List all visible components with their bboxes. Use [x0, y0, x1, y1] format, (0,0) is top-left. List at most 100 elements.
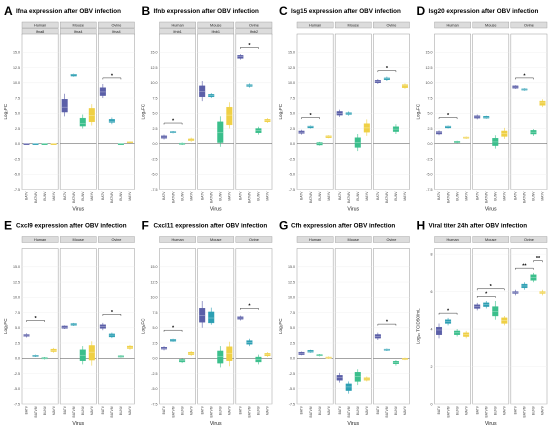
x-tick-label: MAYV [52, 405, 56, 415]
x-tick-label: MAYV [464, 405, 468, 415]
facet-frame [159, 248, 196, 405]
y-tick-label: 12.5 [151, 280, 158, 284]
box-mayv [226, 106, 233, 126]
x-tick-label: BUNV [180, 405, 184, 415]
y-tick-label: 0.0 [153, 142, 158, 146]
y-tick-label: -2.5 [151, 372, 157, 376]
significance-label: * [386, 320, 389, 326]
x-tick-label: BUNV [356, 191, 360, 201]
panel-title: Cfh expression after OBV infection [291, 223, 395, 230]
box-batvfv [208, 311, 215, 324]
significance-bracket [515, 77, 534, 80]
x-tick-label: BUNV [532, 405, 536, 415]
x-tick-label: BATV [514, 405, 518, 414]
panel-title: Ifnb expression after OBV infection [154, 8, 259, 15]
y-tick-label: 12.5 [288, 66, 295, 70]
y-axis-label: Log₂FC [141, 103, 146, 119]
y-tick-label: -2.5 [289, 372, 295, 376]
y-tick-label: 10.0 [13, 296, 20, 300]
box-mayv [88, 108, 95, 123]
x-tick-label: BATV [376, 191, 380, 200]
x-tick-label: BATV [25, 405, 29, 414]
box-bunv [41, 143, 48, 145]
y-tick-label: 12.5 [426, 66, 433, 70]
box-bunv [117, 143, 124, 145]
y-tick-label: 15.0 [151, 51, 158, 55]
box-batvfv [108, 119, 115, 123]
facet-strip [434, 236, 471, 243]
y-tick-label: 2.5 [290, 127, 295, 131]
box-mayv [50, 143, 57, 145]
facet-frame [235, 248, 273, 405]
facet-strip [373, 21, 410, 29]
x-tick-label: MAYV [90, 405, 94, 415]
y-tick-label: 5.0 [428, 112, 433, 116]
facet-strip [373, 236, 410, 243]
x-tick-label: BUNV [218, 191, 222, 201]
y-tick-label: 7.5 [153, 96, 158, 100]
facet-frame [21, 248, 59, 405]
significance-bracket [240, 47, 259, 49]
box-mayv [401, 84, 408, 88]
y-axis-label: Log₁₀ TCID50/mL [416, 308, 421, 344]
y-axis-label: Log₂FC [278, 318, 283, 334]
facet-species-label: Mouse [73, 238, 84, 242]
box-batv [199, 308, 206, 323]
x-tick-label: BUNV [394, 191, 398, 201]
y-tick-label: 8 [431, 253, 433, 257]
x-tick-label: BUNV [119, 191, 123, 201]
x-axis-label: Virus [347, 421, 359, 427]
box-batvfv [246, 84, 253, 87]
significance-label: * [34, 316, 37, 322]
x-tick-label: BUNV [180, 191, 184, 201]
significance-label: * [172, 326, 175, 332]
y-tick-label: -2.5 [289, 157, 295, 161]
box-batvfv [383, 77, 390, 80]
x-tick-label: BATV [200, 405, 204, 414]
facet-strip [21, 21, 59, 29]
facet-species-label: Ovine [249, 23, 259, 27]
facet-strip [510, 21, 548, 29]
facet-frame [98, 33, 135, 190]
x-tick-label: BUNV [318, 405, 322, 415]
x-tick-label: BATV [475, 405, 479, 414]
significance-label: * [523, 73, 526, 79]
x-tick-label: BUNV [218, 405, 222, 415]
facet-species-label: Mouse [210, 238, 221, 242]
facet-frame [159, 33, 196, 190]
facet-strip [159, 236, 196, 243]
x-tick-label: BUNV [455, 191, 459, 201]
facet-species-label: Mouse [485, 238, 496, 242]
y-tick-label: 0.0 [290, 357, 295, 361]
y-tick-label: -5.0 [426, 173, 432, 177]
facet-strip [59, 236, 97, 243]
x-tick-label: BATVfV [347, 405, 351, 417]
panel-letter: A [4, 4, 13, 18]
y-tick-label: 12.5 [288, 280, 295, 284]
facet-species-label: Human [34, 238, 46, 242]
facet-species-label: Mouse [210, 23, 221, 27]
x-tick-label: MAYV [228, 405, 232, 415]
x-tick-label: MAYV [403, 191, 407, 201]
x-tick-label: BUNV [532, 191, 536, 201]
y-tick-label: 5.0 [290, 112, 295, 116]
significance-label: * [485, 292, 488, 298]
x-tick-label: BATVfV [171, 191, 175, 203]
x-tick-label: BATV [239, 191, 243, 200]
chart-panel-f: F Cxcl11 expression after OBV infection 15… [141, 219, 273, 427]
box-batvfv [483, 116, 490, 119]
x-tick-label: MAYV [228, 191, 232, 201]
y-tick-label: 12.5 [13, 66, 20, 70]
facet-strip [197, 21, 235, 29]
x-tick-label: BATVfV [484, 405, 488, 417]
significance-bracket [163, 122, 183, 125]
y-tick-label: -7.5 [289, 402, 295, 406]
x-tick-label: MAYV [327, 405, 331, 415]
y-tick-label: -5.0 [151, 387, 157, 391]
y-tick-label: 5.0 [153, 326, 158, 330]
x-tick-label: BUNV [493, 191, 497, 201]
y-tick-label: 4 [431, 327, 433, 331]
y-tick-label: 10.0 [151, 81, 158, 85]
box-batv [23, 143, 30, 145]
chart-panel-d: D Isg20 expression after OBV infection 15.… [416, 4, 548, 213]
